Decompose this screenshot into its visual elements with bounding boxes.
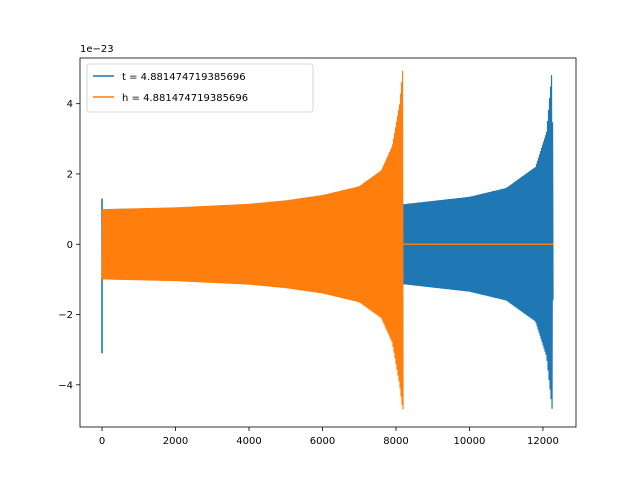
- series-line-h: [101, 70, 404, 410]
- y-tick-label: −4: [58, 380, 73, 391]
- x-tick-label: 2000: [163, 436, 188, 447]
- y-tick-label: 0: [67, 240, 73, 251]
- x-axis: 0 2000 4000 6000 8000 10000 12000: [99, 427, 559, 447]
- x-tick-label: 0: [99, 436, 105, 447]
- legend-label-t: t = 4.881474719385696: [122, 72, 246, 83]
- y-tick-label: 2: [67, 169, 73, 180]
- x-tick-label: 12000: [527, 436, 559, 447]
- x-tick-label: 8000: [383, 436, 408, 447]
- x-tick-label: 4000: [236, 436, 261, 447]
- y-tick-label: 4: [67, 99, 73, 110]
- legend-box: [86, 63, 314, 113]
- axes-frame: [79, 57, 577, 428]
- legend-label-h: h = 4.881474719385696: [122, 93, 248, 104]
- y-tick-label: −2: [58, 310, 73, 321]
- plot-area: [101, 70, 554, 410]
- x-tick-label: 10000: [454, 436, 486, 447]
- x-tick-label: 6000: [310, 436, 335, 447]
- y-offset-label: 1e−23: [80, 44, 114, 55]
- y-axis: −4 −2 0 2 4: [58, 99, 80, 391]
- legend: t = 4.881474719385696 h = 4.881474719385…: [86, 63, 314, 113]
